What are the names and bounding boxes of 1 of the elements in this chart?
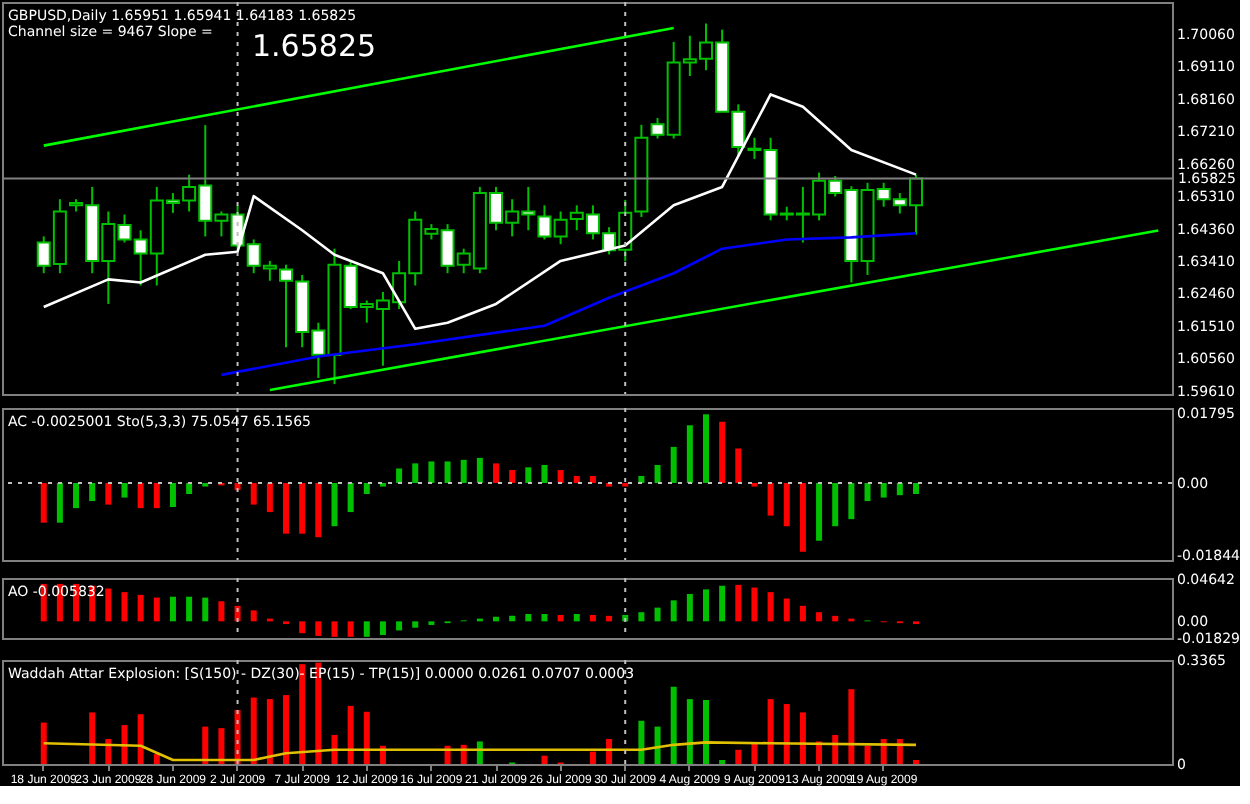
annotation: 1.65825 bbox=[252, 28, 377, 64]
